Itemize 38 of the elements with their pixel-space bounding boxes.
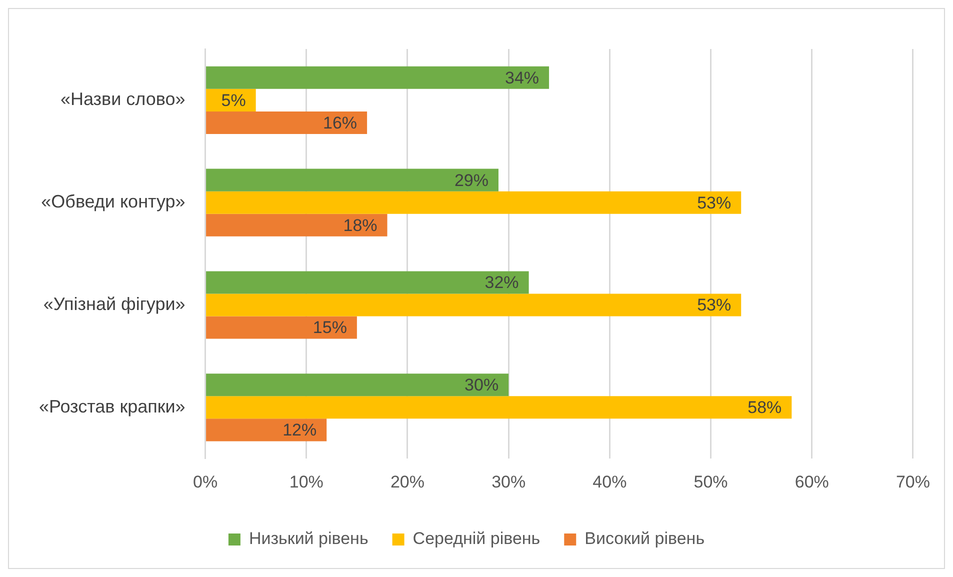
data-label: 32% [484,273,519,292]
data-label: 53% [697,296,732,315]
data-label: 29% [454,170,488,190]
bar [206,418,327,442]
bar [206,396,792,419]
data-label: 15% [312,318,347,338]
x-tick-label: 30% [492,472,526,492]
data-label: 58% [748,398,782,418]
y-tick-label: «Назви слово» [60,89,186,110]
data-label: 30% [464,376,499,395]
data-label: 18% [343,216,378,235]
y-tick-label: «Розстав крапки» [38,396,186,416]
bar [206,316,357,339]
x-tick-label: 40% [592,472,627,492]
data-label: 5% [221,90,246,110]
x-tick-label: 60% [794,472,829,492]
x-tick-label: 70% [896,472,930,492]
bar [206,294,742,316]
y-tick-label: «Упізнай фігури» [43,294,186,314]
data-label: 34% [505,68,540,88]
bar [206,374,509,396]
data-label: 53% [697,193,732,212]
legend-label: Низький рівень [248,529,368,548]
data-label: 16% [323,113,358,132]
bar [206,191,742,214]
x-tick-label: 0% [192,472,218,492]
bar [206,168,498,192]
bar [206,111,368,134]
x-tick-label: 10% [289,472,324,492]
legend-label: Високий рівень [584,529,705,548]
bar [206,214,388,236]
bar [206,271,529,294]
data-label: 12% [282,420,317,440]
x-tick-label: 50% [694,472,728,492]
legend-label: Середній рівень [412,529,540,548]
x-tick-label: 20% [390,472,424,492]
bar [206,66,550,89]
y-tick-label: «Обведи контур» [41,192,186,212]
